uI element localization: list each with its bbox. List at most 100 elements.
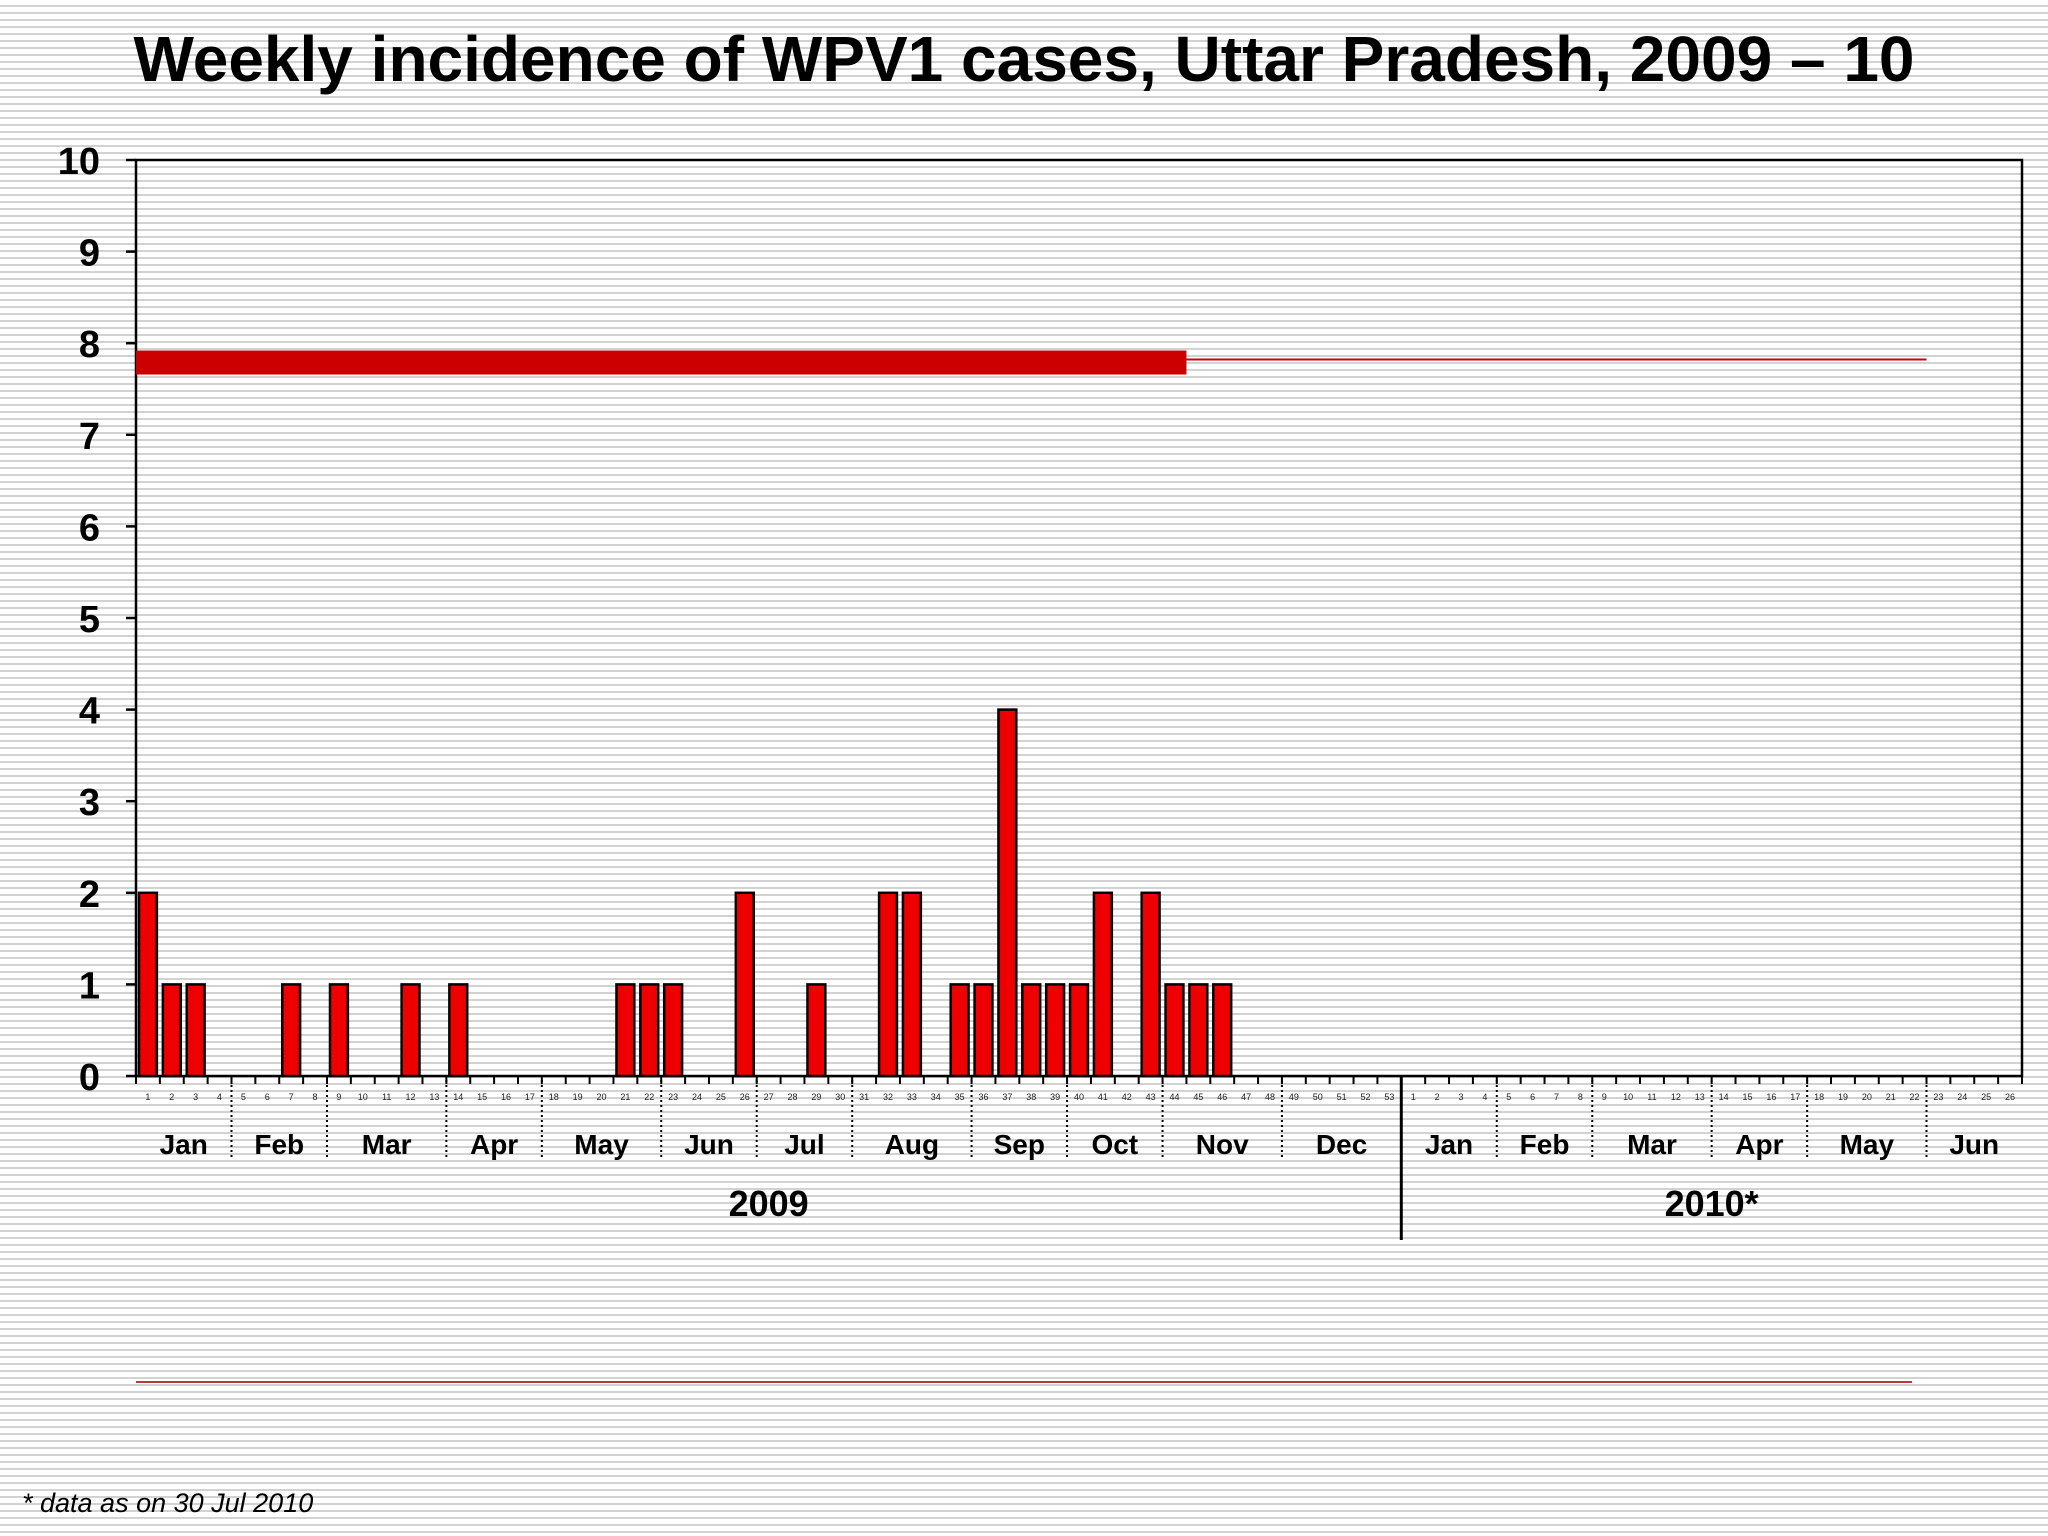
year-label: 2009 [729, 1183, 809, 1224]
x-week-label: 24 [1957, 1092, 1967, 1102]
x-week-label: 7 [289, 1092, 294, 1102]
month-label: Jan [160, 1129, 208, 1160]
y-tick-label: 5 [79, 599, 100, 641]
x-week-label: 43 [1146, 1092, 1156, 1102]
x-week-label: 25 [1981, 1092, 1991, 1102]
divider-line [136, 1381, 1912, 1383]
x-week-label: 13 [429, 1092, 439, 1102]
x-week-label: 23 [668, 1092, 678, 1102]
x-week-label: 18 [1814, 1092, 1824, 1102]
month-label: May [574, 1129, 629, 1160]
x-week-label: 24 [692, 1092, 702, 1102]
x-week-label: 45 [1193, 1092, 1203, 1102]
bar-week-3 [185, 983, 206, 1078]
x-week-label: 11 [1647, 1092, 1656, 1102]
x-week-label: 50 [1313, 1092, 1323, 1102]
y-tick-label: 2 [79, 874, 100, 916]
y-tick-label: 9 [79, 233, 100, 275]
bar-week-32 [877, 891, 899, 1078]
x-week-label: 7 [1554, 1092, 1559, 1102]
y-tick-label: 1 [79, 965, 100, 1007]
x-week-label: 17 [525, 1092, 535, 1102]
x-week-label: 8 [1578, 1092, 1583, 1102]
x-week-label: 21 [1886, 1092, 1896, 1102]
footnote: * data as on 30 Jul 2010 [22, 1488, 314, 1518]
x-week-label: 12 [1671, 1092, 1681, 1102]
x-week-label: 3 [193, 1092, 198, 1102]
x-week-label: 2 [169, 1092, 174, 1102]
bar-week-38 [1021, 983, 1042, 1078]
bar-week-41 [1092, 891, 1114, 1078]
x-week-label: 32 [883, 1092, 893, 1102]
x-week-label: 18 [549, 1092, 559, 1102]
y-tick-label: 10 [58, 141, 100, 183]
x-week-label: 47 [1241, 1092, 1251, 1102]
x-week-label: 46 [1217, 1092, 1227, 1102]
bar-week-35 [949, 983, 970, 1078]
x-week-label: 5 [241, 1092, 246, 1102]
x-week-label: 5 [1506, 1092, 1511, 1102]
reference-band [136, 350, 1927, 375]
x-week-label: 36 [978, 1092, 988, 1102]
x-week-label: 14 [1719, 1092, 1729, 1102]
x-week-label: 6 [1530, 1092, 1535, 1102]
x-week-label: 10 [358, 1092, 368, 1102]
bar-week-26 [734, 891, 755, 1078]
x-week-label: 52 [1360, 1092, 1370, 1102]
plot-frame [134, 158, 2024, 1078]
month-label: Jun [1949, 1129, 1999, 1160]
x-week-label: 49 [1289, 1092, 1299, 1102]
x-week-label: 39 [1050, 1092, 1060, 1102]
bar-week-23 [662, 983, 684, 1078]
x-week-label: 23 [1933, 1092, 1943, 1102]
y-tick-label: 0 [79, 1057, 100, 1099]
x-week-label: 20 [1862, 1092, 1872, 1102]
x-week-label: 31 [859, 1092, 869, 1102]
y-tick-label: 4 [79, 691, 100, 733]
bar-week-37 [997, 708, 1018, 1078]
reference-band-thick [136, 350, 1187, 375]
x-week-label: 16 [1766, 1092, 1776, 1102]
month-label: Mar [362, 1129, 412, 1160]
x-week-label: 14 [453, 1092, 463, 1102]
x-week-label: 20 [597, 1092, 607, 1102]
bar-week-1 [137, 891, 159, 1078]
x-week-label: 48 [1265, 1092, 1275, 1102]
y-tick-label: 6 [79, 507, 100, 549]
month-label: Dec [1316, 1129, 1367, 1160]
x-week-label: 21 [620, 1092, 630, 1102]
x-week-label: 15 [1742, 1092, 1752, 1102]
x-week-label: 51 [1337, 1092, 1347, 1102]
x-week-label: 22 [1910, 1092, 1920, 1102]
x-week-label: 22 [644, 1092, 654, 1102]
y-tick-label: 7 [79, 416, 100, 458]
y-tick-label: 3 [79, 782, 100, 824]
month-label: Sep [994, 1129, 1045, 1160]
month-label: Jun [684, 1129, 734, 1160]
x-week-label: 4 [1482, 1092, 1487, 1102]
bar-week-21 [615, 983, 636, 1078]
bar-week-22 [639, 983, 660, 1078]
x-week-label: 41 [1098, 1092, 1108, 1102]
x-week-label: 33 [907, 1092, 917, 1102]
x-week-label: 10 [1623, 1092, 1633, 1102]
bar-week-14 [448, 983, 469, 1078]
bar-week-7 [280, 983, 302, 1078]
x-week-label: 25 [716, 1092, 726, 1102]
x-week-label: 53 [1384, 1092, 1394, 1102]
x-week-label: 3 [1458, 1092, 1463, 1102]
x-week-label: 42 [1122, 1092, 1132, 1102]
x-week-label: 8 [313, 1092, 318, 1102]
x-week-label: 4 [217, 1092, 222, 1102]
bar-week-45 [1188, 983, 1209, 1078]
bar-week-9 [328, 983, 350, 1078]
x-week-label: 11 [382, 1092, 391, 1102]
month-label: Jan [1425, 1129, 1473, 1160]
chart-title: Weekly incidence of WPV1 cases, Uttar Pr… [133, 23, 1915, 95]
bar-week-43 [1140, 891, 1161, 1078]
bar-week-36 [973, 983, 994, 1078]
month-label: Apr [470, 1129, 518, 1160]
x-axis: 1 2 3 4 5 6 7 8 9 10 11 12 13 14 15 16 17 18 19 20 21 22 23 24 2… [135, 1076, 2023, 1240]
x-week-label: 17 [1790, 1092, 1800, 1102]
